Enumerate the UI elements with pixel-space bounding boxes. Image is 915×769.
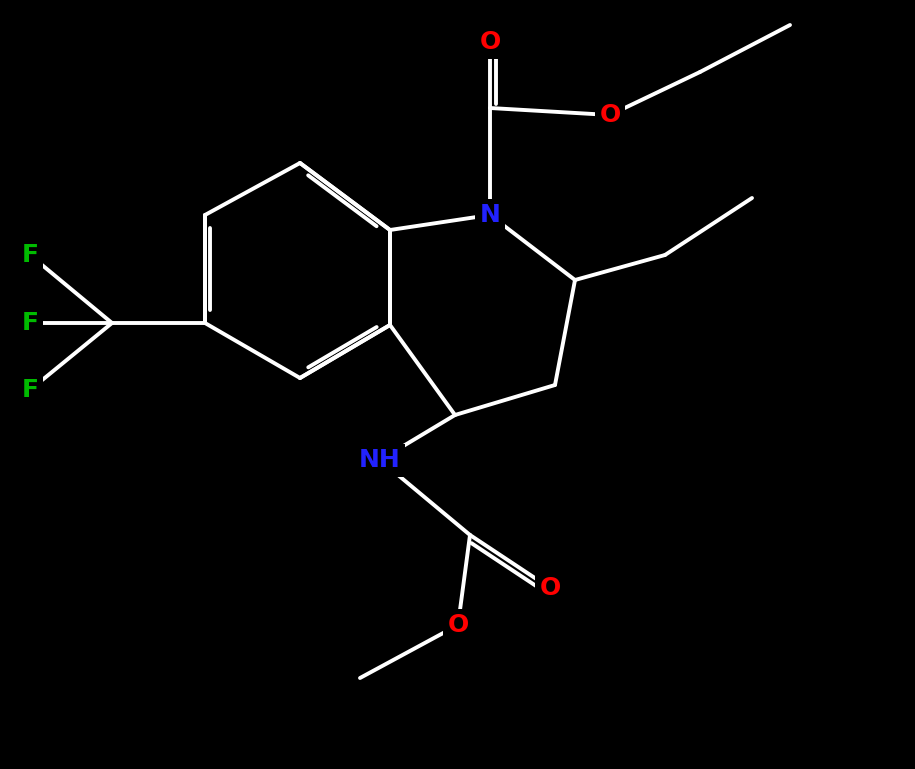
Text: F: F xyxy=(21,378,38,402)
Text: O: O xyxy=(447,613,468,637)
Text: N: N xyxy=(479,203,501,227)
Text: O: O xyxy=(479,30,501,54)
Text: F: F xyxy=(21,311,38,335)
Text: O: O xyxy=(599,103,620,127)
Text: O: O xyxy=(539,576,561,600)
Text: F: F xyxy=(21,243,38,267)
Text: NH: NH xyxy=(359,448,401,472)
